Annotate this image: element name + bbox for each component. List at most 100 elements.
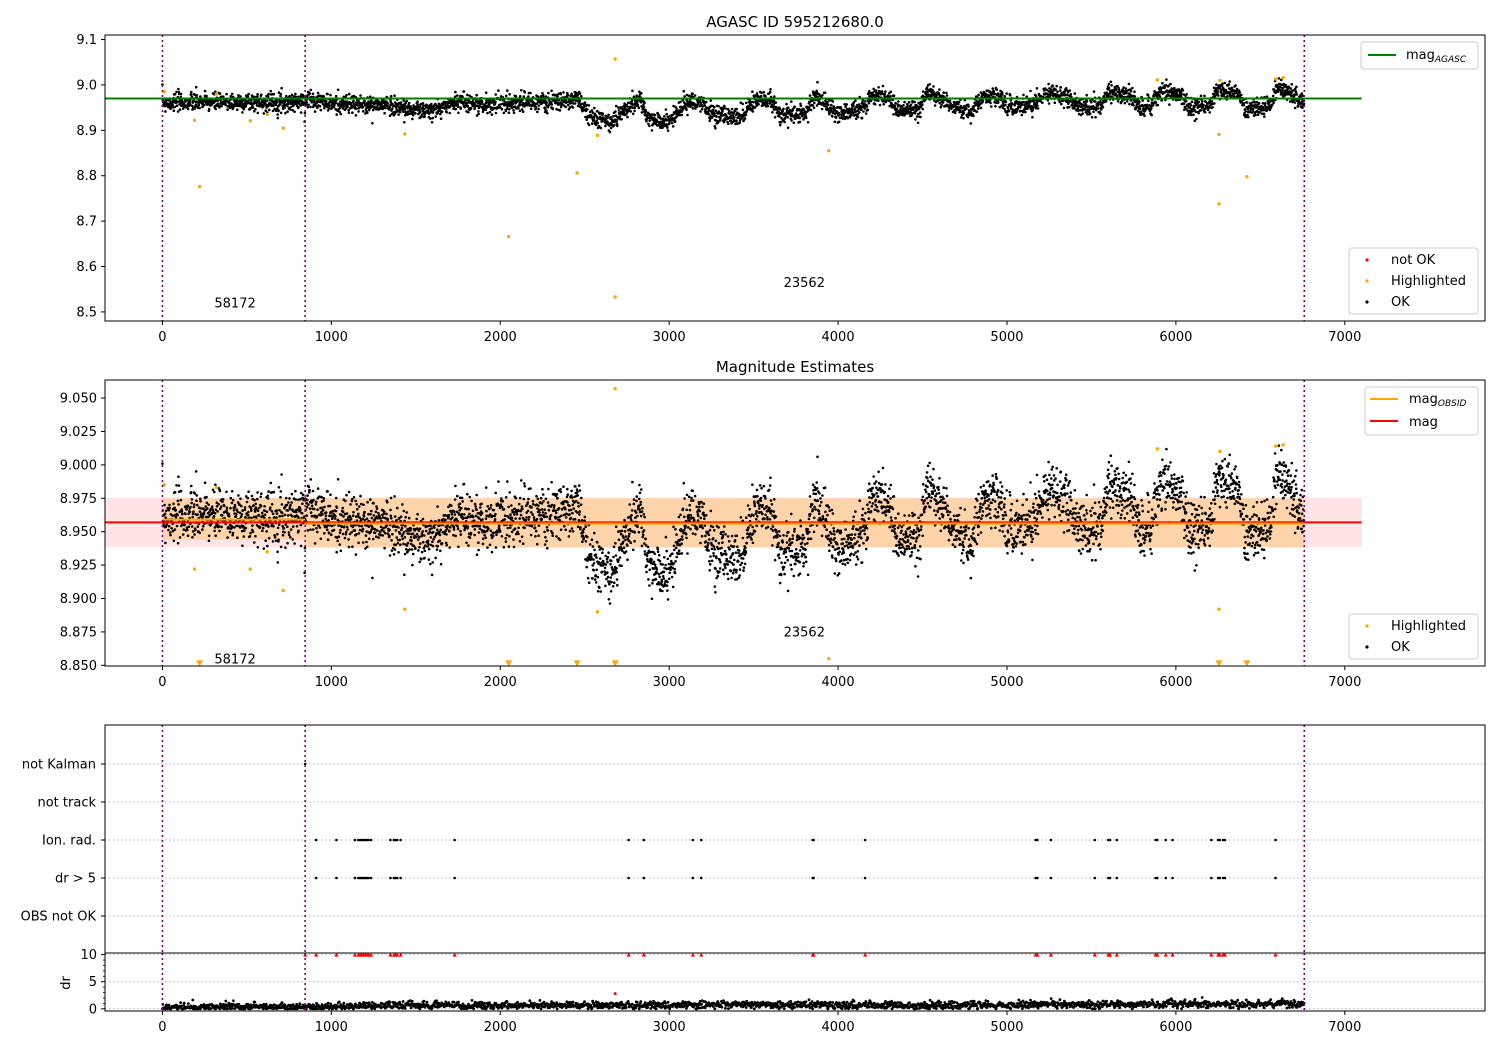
y-tick-label: 8.950: [60, 525, 97, 540]
ok-point: [347, 111, 351, 115]
ok-point: [283, 513, 287, 517]
ok-point: [854, 117, 858, 121]
ok-point: [894, 101, 897, 105]
ok-point: [704, 100, 708, 104]
ok-point: [286, 525, 289, 528]
ok-point: [1104, 99, 1108, 103]
ok-point: [394, 110, 398, 114]
ok-point: [203, 481, 207, 485]
panel-2-plot-area: 0 1000 2000 3000 4000 5000 6000 70008.8508.8758…: [60, 380, 1362, 690]
ok-point: [1131, 86, 1134, 90]
ok-point: [680, 113, 684, 117]
ok-point: [264, 539, 268, 542]
ok-point: [648, 124, 651, 128]
ok-point: [520, 88, 523, 92]
highlighted-point: [595, 133, 600, 138]
ok-point: [475, 93, 479, 97]
ok-point: [612, 114, 615, 118]
ok-point: [402, 99, 406, 102]
ok-point: [244, 526, 247, 530]
ok-point: [199, 499, 202, 503]
ok-point: [306, 498, 309, 502]
ok-point: [179, 489, 183, 493]
ok-point: [272, 92, 276, 96]
ok-point: [631, 112, 635, 116]
ok-point: [178, 108, 182, 111]
ok-point: [420, 115, 423, 119]
ok-point: [715, 115, 718, 118]
ok-point: [558, 109, 562, 112]
ok-point: [181, 533, 185, 536]
ok-point: [328, 504, 332, 508]
y-tick-label: 9.025: [60, 425, 97, 440]
ok-point: [1034, 94, 1038, 98]
ok-point: [276, 561, 280, 564]
ok-point: [1185, 93, 1188, 96]
ok-point: [194, 528, 197, 532]
ok-point: [1000, 91, 1004, 94]
ok-point: [786, 116, 790, 119]
ok-point: [915, 115, 919, 118]
ok-point: [318, 94, 322, 98]
ok-point: [722, 120, 726, 124]
ok-point: [247, 92, 250, 96]
ok-point: [906, 102, 909, 106]
ok-point: [534, 106, 538, 109]
ok-point: [1068, 89, 1071, 92]
ok-point: [827, 103, 830, 107]
ok-point: [190, 484, 193, 488]
ok-point: [938, 88, 941, 91]
ok-point: [529, 107, 533, 111]
ok-point: [338, 531, 342, 534]
ok-point: [494, 111, 498, 115]
ok-point: [512, 109, 515, 112]
ok-point: [290, 501, 293, 504]
ok-point: [1006, 113, 1009, 117]
ok-point: [254, 107, 257, 111]
ok-point: [371, 108, 375, 112]
ok-point: [1199, 94, 1203, 98]
ok-point: [549, 100, 553, 104]
ok-point: [307, 503, 310, 506]
ok-point: [995, 88, 998, 91]
ok-point: [265, 106, 269, 109]
ok-point: [452, 105, 456, 109]
ok-point: [527, 101, 531, 104]
ok-point: [511, 102, 515, 106]
ok-point: [445, 110, 449, 114]
ok-point: [1088, 112, 1092, 115]
ok-point: [878, 103, 882, 107]
ok-point: [223, 504, 226, 508]
ok-point: [520, 108, 524, 111]
ok-point: [1215, 83, 1218, 86]
ok-point: [212, 515, 216, 518]
ok-point: [324, 514, 328, 517]
ok-point: [232, 509, 236, 512]
ok-point: [804, 116, 808, 120]
ok-point: [284, 94, 288, 98]
ok-point: [1004, 103, 1007, 107]
ok-point: [389, 94, 393, 98]
ok-point: [167, 508, 171, 512]
ok-point: [225, 506, 229, 510]
ok-point: [727, 122, 730, 125]
ok-point: [172, 539, 176, 543]
ok-point: [990, 105, 993, 108]
ok-point: [1189, 104, 1193, 107]
ok-point: [295, 525, 299, 528]
ok-point: [227, 514, 231, 518]
ok-point: [313, 507, 316, 511]
highlighted-point: [248, 119, 252, 123]
ok-point: [785, 102, 788, 106]
ok-point: [334, 496, 338, 500]
ok-point: [877, 86, 880, 89]
ok-point: [1226, 94, 1229, 98]
ok-point: [714, 126, 717, 130]
ok-point: [1257, 102, 1261, 105]
ok-point: [947, 109, 951, 112]
ok-point: [204, 505, 207, 508]
ok-point: [1170, 88, 1174, 91]
ok-point: [240, 504, 243, 508]
ok-point: [305, 505, 309, 509]
ok-point: [918, 111, 922, 114]
